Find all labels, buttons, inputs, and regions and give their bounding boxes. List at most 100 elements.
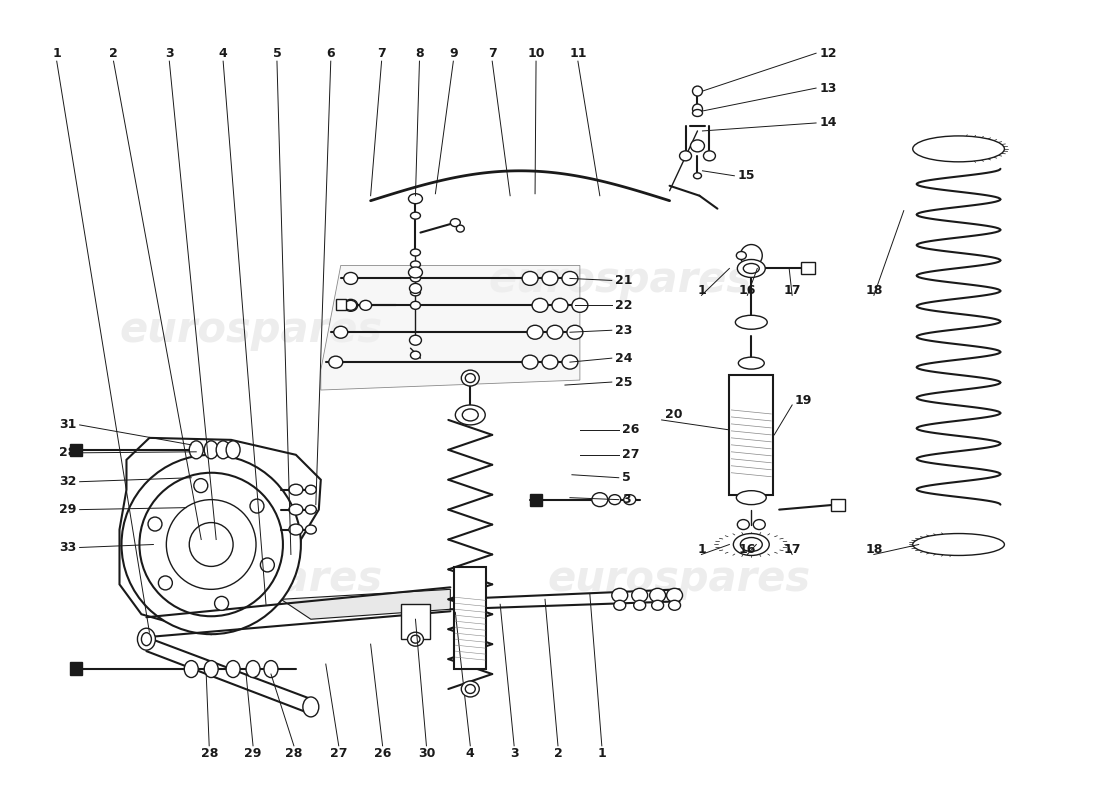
Ellipse shape: [734, 534, 769, 555]
Circle shape: [261, 558, 274, 572]
Ellipse shape: [407, 632, 424, 646]
Ellipse shape: [669, 600, 681, 610]
Circle shape: [166, 500, 256, 590]
Ellipse shape: [614, 600, 626, 610]
Circle shape: [148, 517, 162, 531]
Ellipse shape: [306, 505, 317, 514]
Ellipse shape: [289, 524, 302, 535]
Ellipse shape: [740, 538, 762, 551]
Ellipse shape: [456, 225, 464, 232]
Ellipse shape: [411, 635, 420, 643]
Text: 16: 16: [738, 284, 756, 297]
Text: 29: 29: [244, 747, 262, 760]
Text: 3: 3: [509, 747, 518, 760]
Ellipse shape: [552, 298, 568, 312]
Ellipse shape: [562, 355, 578, 369]
Ellipse shape: [410, 289, 420, 296]
Text: 17: 17: [783, 543, 801, 556]
Text: 12: 12: [820, 46, 837, 60]
Bar: [69, 662, 81, 675]
Text: 6: 6: [327, 46, 336, 60]
Circle shape: [158, 576, 173, 590]
Ellipse shape: [205, 661, 218, 678]
Ellipse shape: [461, 370, 480, 386]
Text: 16: 16: [738, 543, 756, 556]
Text: 33: 33: [59, 541, 77, 554]
Text: 30: 30: [418, 747, 436, 760]
Polygon shape: [280, 590, 450, 619]
Text: 29: 29: [59, 503, 77, 516]
Text: eurospares: eurospares: [120, 558, 383, 600]
Ellipse shape: [527, 326, 543, 339]
Ellipse shape: [465, 374, 475, 382]
Circle shape: [693, 104, 703, 114]
Text: 31: 31: [59, 418, 77, 431]
Text: 27: 27: [330, 747, 348, 760]
Ellipse shape: [737, 519, 749, 530]
Ellipse shape: [227, 661, 240, 678]
Text: 26: 26: [621, 423, 639, 436]
Ellipse shape: [189, 441, 204, 458]
Ellipse shape: [680, 151, 692, 161]
Text: 4: 4: [219, 46, 228, 60]
Ellipse shape: [410, 212, 420, 219]
Ellipse shape: [462, 409, 478, 421]
Text: 7: 7: [377, 46, 386, 60]
Ellipse shape: [410, 261, 420, 268]
Text: 14: 14: [820, 117, 837, 130]
Text: 11: 11: [569, 46, 586, 60]
Ellipse shape: [737, 259, 766, 278]
Ellipse shape: [736, 490, 767, 505]
Ellipse shape: [306, 525, 317, 534]
Bar: [729, 375, 773, 494]
Text: 23: 23: [615, 324, 632, 337]
Ellipse shape: [736, 315, 767, 330]
Ellipse shape: [410, 275, 420, 282]
Text: 13: 13: [820, 82, 836, 94]
Text: 15: 15: [737, 170, 755, 182]
Ellipse shape: [651, 600, 663, 610]
Text: 3: 3: [621, 493, 630, 506]
Text: 1: 1: [53, 46, 62, 60]
Ellipse shape: [624, 494, 636, 505]
Ellipse shape: [667, 588, 682, 602]
Ellipse shape: [704, 151, 715, 161]
Ellipse shape: [343, 299, 358, 311]
Text: 4: 4: [466, 747, 475, 760]
Ellipse shape: [409, 283, 421, 294]
Text: 20: 20: [664, 409, 682, 422]
Text: eurospares: eurospares: [120, 310, 383, 351]
Text: 32: 32: [59, 475, 77, 488]
Text: 24: 24: [615, 352, 632, 365]
Text: 7: 7: [487, 46, 496, 60]
Text: 1: 1: [697, 543, 706, 556]
Text: 9: 9: [449, 46, 458, 60]
Text: 18: 18: [866, 543, 882, 556]
Ellipse shape: [333, 326, 348, 338]
Circle shape: [250, 499, 264, 513]
Ellipse shape: [693, 173, 702, 178]
Ellipse shape: [217, 441, 230, 458]
Circle shape: [194, 478, 208, 493]
Ellipse shape: [913, 136, 1004, 162]
Ellipse shape: [450, 218, 460, 226]
Text: eurospares: eurospares: [548, 558, 811, 600]
Ellipse shape: [744, 263, 759, 274]
Text: 2: 2: [553, 747, 562, 760]
Ellipse shape: [246, 661, 260, 678]
Ellipse shape: [542, 271, 558, 286]
Text: 3: 3: [165, 46, 174, 60]
Text: 28: 28: [285, 747, 303, 760]
Ellipse shape: [329, 356, 343, 368]
Ellipse shape: [360, 300, 372, 310]
Text: 26: 26: [374, 747, 392, 760]
Ellipse shape: [608, 494, 620, 505]
Ellipse shape: [185, 661, 198, 678]
Text: 18: 18: [866, 284, 882, 297]
Ellipse shape: [264, 661, 278, 678]
Text: 28: 28: [200, 747, 218, 760]
Ellipse shape: [227, 441, 240, 458]
Circle shape: [121, 455, 301, 634]
Circle shape: [140, 473, 283, 616]
Circle shape: [214, 597, 229, 610]
